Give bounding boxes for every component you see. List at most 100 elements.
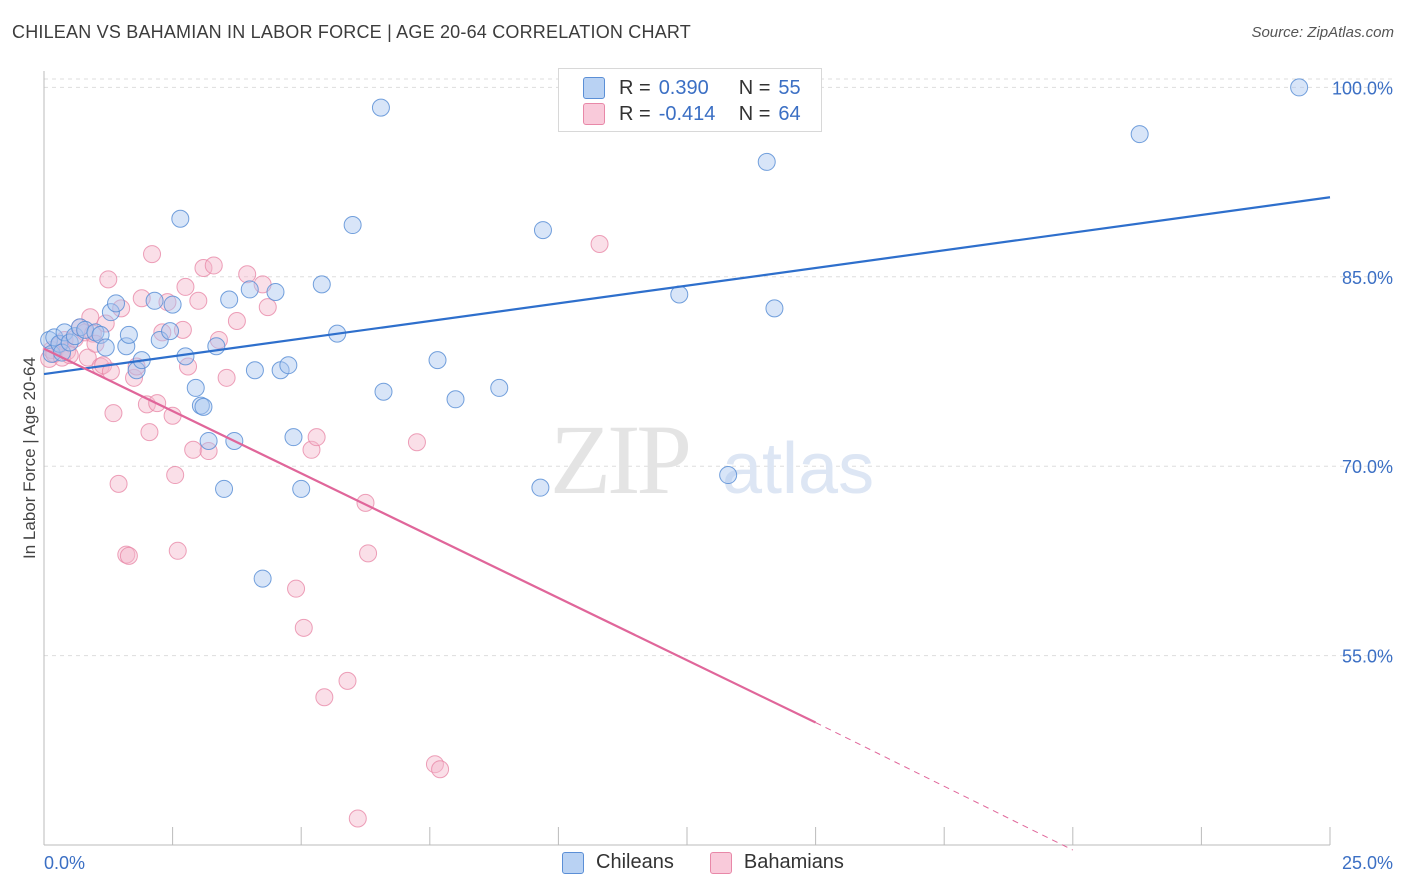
bahamian-point	[143, 245, 162, 264]
chilean-point	[101, 303, 120, 322]
chilean-point	[284, 428, 303, 447]
chileans-legend-swatch	[562, 851, 585, 874]
legend-r-label: R =	[619, 76, 651, 99]
chileans-points	[40, 78, 1309, 588]
bahamian-point	[348, 809, 367, 828]
chilean-point	[150, 330, 169, 349]
bahamians-r-value: -0.414	[658, 102, 716, 125]
chilean-point	[266, 282, 285, 301]
bahamian-point	[176, 277, 195, 296]
chilean-point	[65, 327, 84, 346]
chilean-point	[194, 397, 213, 416]
bahamian-point	[153, 323, 172, 342]
bahamian-point	[166, 466, 185, 485]
chilean-point	[163, 295, 182, 314]
chilean-point	[186, 378, 205, 397]
source-label: Source: ZipAtlas.com	[1251, 24, 1394, 41]
legend-row-chileans: R = 0.390 N = 55	[583, 75, 801, 101]
x-tick-label-min: 0.0%	[44, 853, 85, 873]
y-axis-label: In Labor Force | Age 20-64	[20, 357, 39, 559]
bahamian-point	[96, 314, 115, 333]
bahamian-point	[173, 320, 192, 339]
legend-r-label: R =	[619, 102, 651, 125]
chilean-point	[765, 299, 784, 318]
bahamian-point	[307, 428, 326, 447]
bahamian-point	[359, 544, 378, 563]
bahamian-point	[104, 404, 123, 423]
bahamian-point	[315, 688, 334, 707]
bahamian-point	[407, 433, 426, 452]
chilean-point	[145, 291, 164, 310]
chileans-swatch	[583, 77, 605, 99]
bahamians-legend-swatch	[709, 851, 732, 874]
chilean-point	[374, 382, 393, 401]
chilean-point	[1290, 78, 1309, 97]
bahamian-point	[204, 256, 223, 275]
bahamian-point	[287, 579, 306, 598]
chilean-point	[446, 390, 465, 409]
chilean-point	[719, 466, 738, 485]
legend-item-chileans: Chileans	[562, 851, 674, 874]
bahamian-point	[189, 291, 208, 310]
chilean-point	[40, 330, 59, 349]
bahamian-point	[431, 760, 450, 779]
watermark: ZIP atlas	[550, 404, 874, 515]
legend-n-label: N =	[738, 76, 771, 99]
legend-row-bahamians: R = -0.414 N = 64	[583, 101, 801, 127]
axes	[43, 71, 1331, 846]
x-tick-label-max: 25.0%	[1342, 853, 1393, 873]
chileans-legend-label: Chileans	[596, 851, 674, 873]
y-tick-label: 55.0%	[1342, 647, 1393, 667]
series-legend: Chileans Bahamians	[0, 851, 1406, 874]
bahamians-trend-extension	[815, 722, 1074, 851]
bahamian-point	[217, 368, 236, 387]
bahamians-n-value: 64	[778, 102, 801, 125]
bahamian-point	[184, 440, 203, 459]
chilean-point	[161, 322, 180, 341]
y-tick-label: 85.0%	[1342, 268, 1393, 288]
legend-n-label: N =	[738, 102, 771, 125]
bahamian-point	[158, 293, 177, 312]
bahamian-point	[163, 406, 182, 425]
trend-lines	[43, 196, 1331, 851]
bahamian-point	[590, 234, 609, 253]
stats-legend: R = 0.390 N = 55 R = -0.414 N = 64	[558, 68, 822, 132]
chilean-point	[253, 569, 272, 588]
bahamian-point	[258, 298, 277, 317]
bahamian-point	[78, 348, 97, 367]
legend-item-bahamians: Bahamians	[709, 851, 844, 874]
chilean-point	[343, 216, 362, 235]
chilean-point	[171, 209, 190, 228]
chilean-point	[757, 152, 776, 171]
chilean-point	[117, 337, 136, 356]
chilean-point	[428, 351, 447, 370]
bahamian-point	[119, 546, 138, 565]
chart-title: CHILEAN VS BAHAMIAN IN LABOR FORCE | AGE…	[12, 22, 691, 42]
bahamian-point	[227, 312, 246, 331]
bahamians-legend-label: Bahamians	[743, 851, 844, 873]
chilean-point	[107, 294, 126, 313]
bahamian-point	[109, 474, 128, 493]
bahamian-point	[238, 265, 257, 284]
bahamian-point	[125, 368, 144, 387]
bahamians-trend-line	[43, 347, 817, 724]
chilean-point	[1130, 125, 1149, 144]
bahamians-points	[40, 234, 609, 828]
chilean-point	[96, 338, 115, 357]
tick-labels: 55.0% 70.0% 85.0% 100.0% 0.0% 25.0%	[44, 78, 1393, 873]
bahamian-point	[99, 270, 118, 289]
chilean-point	[215, 479, 234, 498]
watermark-atlas: atlas	[722, 429, 874, 509]
chilean-point	[86, 323, 105, 342]
chileans-n-value: 55	[778, 76, 801, 99]
chilean-point	[490, 378, 509, 397]
watermark-zip: ZIP	[550, 404, 688, 515]
chilean-point	[245, 361, 264, 380]
chilean-point	[312, 275, 331, 294]
chilean-point	[119, 325, 138, 344]
bahamian-point	[338, 671, 357, 690]
y-tick-label: 100.0%	[1332, 78, 1393, 98]
bahamian-point	[112, 299, 131, 318]
chileans-r-value: 0.390	[658, 76, 709, 99]
